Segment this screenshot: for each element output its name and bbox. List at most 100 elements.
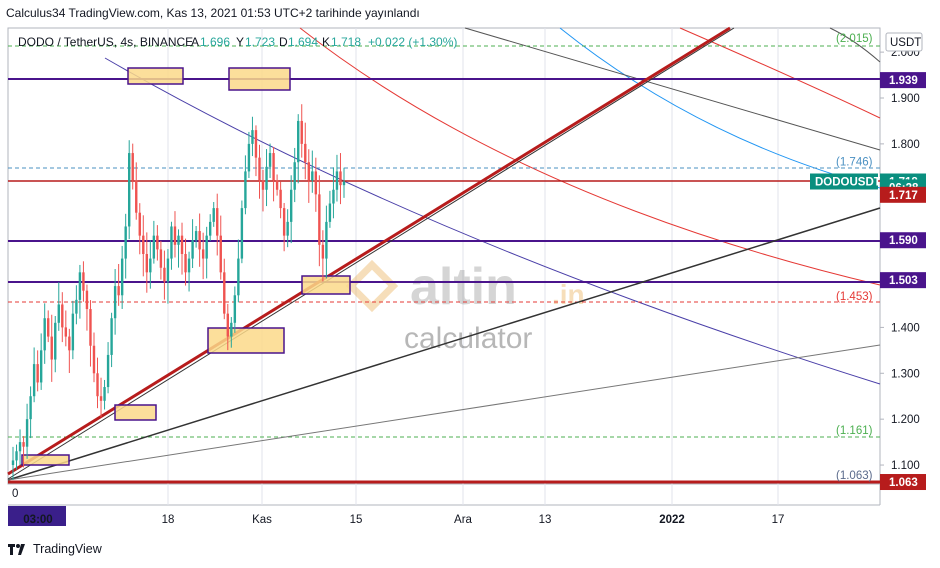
candle-body bbox=[61, 304, 64, 328]
candle-body bbox=[78, 272, 82, 300]
candle-body bbox=[258, 157, 261, 181]
price-tags: 1.939DODOUSDT1.71806:281.7171.5901.5031.… bbox=[810, 72, 926, 491]
trend-dark bbox=[7, 207, 881, 481]
price-tag: 1.939 bbox=[880, 72, 926, 89]
candle-body bbox=[223, 272, 226, 314]
svg-text:D: D bbox=[279, 35, 288, 49]
x-tick-label: 2022 bbox=[659, 514, 685, 526]
y-tick-label: 1.800 bbox=[891, 139, 920, 151]
candle-body bbox=[194, 231, 198, 241]
svg-text:1.717: 1.717 bbox=[889, 190, 918, 202]
candle-body bbox=[138, 212, 141, 236]
candle-body bbox=[142, 235, 145, 254]
diagonal-gray-top bbox=[464, 27, 881, 151]
box-5 bbox=[114, 404, 157, 421]
svg-text:1.063: 1.063 bbox=[889, 477, 918, 489]
candle-body bbox=[163, 267, 166, 282]
svg-text:A: A bbox=[191, 35, 199, 49]
candle-body bbox=[311, 171, 314, 181]
y-tick-label: 1.400 bbox=[891, 322, 920, 334]
arc-lines bbox=[104, 27, 881, 385]
trend-main-dark bbox=[7, 27, 735, 480]
candle-body bbox=[149, 258, 152, 273]
candle-body bbox=[96, 373, 99, 397]
candle-body bbox=[50, 336, 53, 360]
time-axis[interactable]: 03:00 18 Kas 15 Ara 13 2022 17 0 bbox=[8, 488, 784, 526]
candle-body bbox=[36, 364, 39, 383]
price-tag: DODOUSDT bbox=[810, 173, 881, 190]
y-tick-label: 1.900 bbox=[891, 93, 920, 105]
candle-body bbox=[120, 258, 124, 296]
legend-high: 1.723 bbox=[245, 35, 275, 49]
price-tag: 1.503 bbox=[880, 272, 926, 289]
candle-body bbox=[237, 258, 240, 296]
svg-text:K: K bbox=[322, 35, 330, 49]
candle-body bbox=[297, 120, 300, 163]
candle-body bbox=[128, 153, 131, 227]
candle-body bbox=[286, 221, 289, 236]
currency-button[interactable]: USDT bbox=[885, 32, 923, 52]
candle-body bbox=[170, 226, 173, 259]
candle-body bbox=[22, 442, 25, 447]
legend-open: 1.696 bbox=[200, 35, 230, 49]
candle-body bbox=[261, 180, 265, 190]
x-tick-label: Kas bbox=[252, 514, 272, 526]
fib-labels: (2.015) (1.746) (1.453) (1.161) (1.063) bbox=[836, 33, 873, 482]
candle-body bbox=[180, 235, 184, 254]
candle-body bbox=[159, 249, 163, 268]
candle-body bbox=[177, 235, 180, 245]
price-tag: 1.590 bbox=[880, 232, 926, 249]
trend-main-red bbox=[7, 26, 731, 476]
candle-body bbox=[54, 322, 57, 360]
svg-text:altin: altin bbox=[410, 258, 517, 316]
candles bbox=[11, 104, 346, 480]
candle-body bbox=[321, 244, 325, 259]
trend-lines bbox=[7, 26, 881, 481]
x-tick-label: 15 bbox=[350, 514, 363, 526]
fib-label: (1.746) bbox=[836, 157, 873, 169]
candle-body bbox=[275, 180, 279, 190]
candle-body bbox=[99, 396, 103, 401]
candle-body bbox=[15, 451, 18, 461]
candle-body bbox=[201, 249, 205, 259]
box-3 bbox=[301, 275, 351, 295]
footer: TradingView bbox=[8, 542, 102, 556]
candle-body bbox=[279, 189, 282, 209]
candle-body bbox=[117, 286, 120, 296]
svg-text:1.939: 1.939 bbox=[889, 75, 918, 87]
candle-body bbox=[64, 327, 68, 337]
candle-body bbox=[47, 318, 50, 337]
fib-label: (1.161) bbox=[836, 425, 873, 437]
candle-body bbox=[75, 299, 78, 314]
y-tick-label: 1.200 bbox=[891, 414, 920, 426]
candle-body bbox=[244, 171, 247, 209]
box-1 bbox=[127, 67, 184, 85]
candle-body bbox=[293, 162, 296, 190]
candle-body bbox=[32, 364, 36, 397]
box-2 bbox=[228, 67, 291, 91]
candle-body bbox=[184, 253, 187, 273]
x-tick-highlight bbox=[8, 506, 66, 526]
candle-body bbox=[43, 318, 46, 351]
candle-body bbox=[318, 194, 321, 245]
y-tick-label: 1.100 bbox=[891, 460, 920, 472]
candle-body bbox=[265, 166, 268, 190]
candle-body bbox=[113, 286, 117, 319]
candle-body bbox=[25, 419, 29, 447]
svg-text:1.590: 1.590 bbox=[889, 235, 918, 247]
publish-header: Calculus34 TradingView.com, Kas 13, 2021… bbox=[6, 6, 420, 20]
fib-label: (1.453) bbox=[836, 291, 873, 303]
candle-body bbox=[342, 181, 346, 186]
candle-body bbox=[335, 171, 339, 190]
box-6 bbox=[21, 454, 70, 466]
candle-body bbox=[240, 208, 244, 259]
candle-body bbox=[152, 235, 156, 259]
candle-body bbox=[110, 318, 113, 355]
candle-body bbox=[272, 153, 275, 181]
candle-body bbox=[92, 345, 96, 374]
arc-red-1 bbox=[299, 27, 881, 286]
x-origin-label: 0 bbox=[12, 488, 18, 500]
legend-symbol: DODO / TetherUS, 4s, BINANCE bbox=[18, 35, 193, 49]
